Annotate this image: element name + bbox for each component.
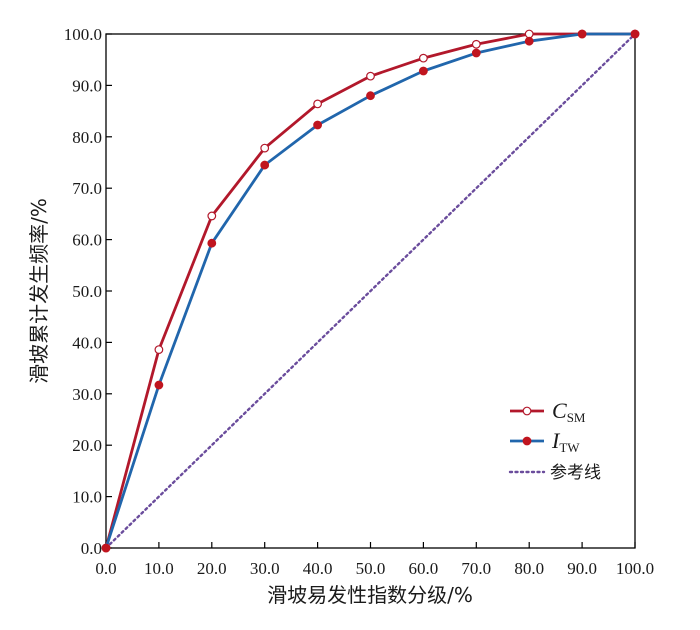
y-tick-label: 50.0 xyxy=(72,282,102,301)
y-tick-label: 70.0 xyxy=(72,179,102,198)
series-0-point xyxy=(524,29,534,39)
x-tick-label: 50.0 xyxy=(356,559,386,578)
series-0-point xyxy=(154,345,164,354)
y-tick-label: 80.0 xyxy=(72,128,102,147)
series-1-point xyxy=(207,238,217,248)
series-1-point xyxy=(577,29,587,39)
series-1-point xyxy=(154,380,164,390)
y-axis-title: 滑坡累计发生频率/% xyxy=(27,198,51,384)
series-1-point xyxy=(630,29,640,39)
x-tick-label: 90.0 xyxy=(567,559,597,578)
y-tick-label: 0.0 xyxy=(81,539,102,558)
y-tick-label: 100.0 xyxy=(64,25,102,44)
series-1-point xyxy=(524,36,534,46)
series-0-point xyxy=(207,211,217,221)
x-tick-label: 30.0 xyxy=(250,559,280,578)
legend-label-2: 参考线 xyxy=(550,463,601,483)
series-0-point xyxy=(260,143,270,153)
series-1-point xyxy=(101,543,111,553)
series-0-point xyxy=(419,53,428,63)
series-1-point xyxy=(471,48,481,58)
series-1-point xyxy=(313,120,323,130)
series-line-2 xyxy=(104,32,637,550)
x-axis-title: 滑坡易发性指数分级/% xyxy=(267,583,473,607)
series-layer xyxy=(101,29,640,553)
y-tick-label: 90.0 xyxy=(72,76,102,95)
legend-label-1: ITW xyxy=(551,428,580,455)
series-0-point xyxy=(313,99,323,109)
x-tick-label: 20.0 xyxy=(197,559,227,578)
legend-marker-1 xyxy=(522,436,532,446)
legend-label-0: CSM xyxy=(552,398,586,425)
series-1-point xyxy=(260,160,270,170)
x-tick-label: 40.0 xyxy=(303,559,333,578)
y-tick-label: 60.0 xyxy=(72,231,102,250)
x-tick-label: 0.0 xyxy=(95,559,116,578)
series-1-point xyxy=(366,91,375,101)
series-1-point xyxy=(419,66,428,76)
legend: CSM ITW 参考线 xyxy=(508,398,601,483)
y-tick-label: 30.0 xyxy=(72,385,102,404)
y-tick-label: 10.0 xyxy=(72,488,102,507)
x-tick-label: 70.0 xyxy=(461,559,491,578)
x-tick-label: 100.0 xyxy=(616,559,654,578)
y-tick-label: 40.0 xyxy=(72,333,102,352)
legend-marker-0 xyxy=(522,406,532,416)
y-tick-label: 20.0 xyxy=(72,436,102,455)
series-0-point xyxy=(471,39,481,49)
x-tick-label: 10.0 xyxy=(144,559,174,578)
x-tick-label: 60.0 xyxy=(409,559,439,578)
x-tick-label: 80.0 xyxy=(514,559,544,578)
series-0-point xyxy=(366,71,375,81)
ticks-layer: 0.0 10.0 20.0 30.0 40.0 50.0 60.0 70.0 80.0 90.0 1… xyxy=(64,25,654,578)
